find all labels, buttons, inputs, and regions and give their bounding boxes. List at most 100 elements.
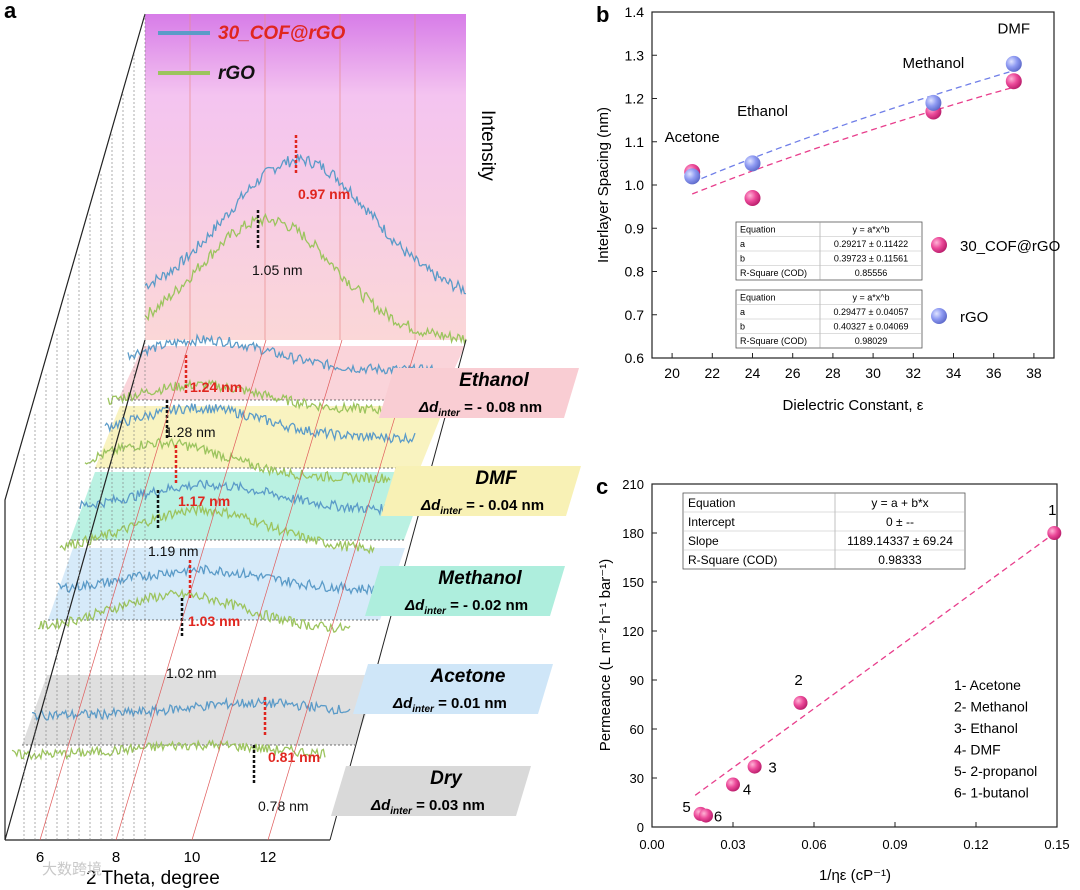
fit-table-key: b [740,254,745,264]
panel-a-letter: a [4,0,17,23]
fit-table-c: Equation y = a + b*x Intercept 0 ± -- Slope 1… [682,492,966,570]
y-tick-label-b: 1.4 [625,4,645,20]
solvent-name: Acetone [430,666,506,687]
cof-d-label: 1.24 nm [190,379,242,395]
legend-marker-cof [931,237,947,253]
data-point-b [1005,73,1022,90]
legend-marker-rgo [931,308,947,324]
y-tick-label-b: 1.0 [625,177,645,193]
trace-rgo-layer [84,437,391,485]
fit-table-c-value: 0.98333 [878,553,922,567]
delta-d-label: Δdinter = - 0.02 nm [404,597,528,617]
points-b [684,55,1022,206]
legend-item-c: 4- DMF [954,742,1001,758]
fit-curve-b-1 [691,69,1014,183]
rgo-d-label: 1.05 nm [252,262,303,278]
point-label-b: DMF [998,21,1031,38]
panel-c: c 0.00 0.03 0.06 0.09 0.12 0.15 0 30 60 90 120 150 1… [596,474,1070,884]
x-tick-label-b: 32 [906,365,922,381]
data-point-b [1005,55,1022,72]
y-tick-label-c: 210 [622,477,644,492]
rgo-d-label: 1.19 nm [148,543,199,559]
axes-c: 0.00 0.03 0.06 0.09 0.12 0.15 0 30 60 90 120 150 180… [622,477,1069,852]
fit-table-c-value: y = a + b*x [871,496,928,510]
solvent-tag [353,664,553,714]
fit-table-c-key: Intercept [688,515,735,529]
y-tick-label-c: 0 [637,820,644,835]
layer-band-2 [95,406,445,468]
fit-curve-b-0 [691,86,1014,195]
data-point-c [726,777,740,792]
layer-band-4 [48,548,405,620]
panel-b: b 20 22 24 26 28 30 32 34 36 38 0.6 0.7 0.8 0.9 1.0 1.1… [595,2,1060,414]
layer-band-3 [70,472,429,540]
y-tick-label-b: 0.7 [625,307,645,323]
y-tick-label-c: 150 [622,575,644,590]
fit-table-value: y = a*x^b [853,293,890,303]
y-tick-label-b: 1.3 [625,47,645,63]
x-tick-label-c: 0.12 [963,837,988,852]
x-tick-label-b: 34 [946,365,962,381]
plot-frame-c [651,483,1058,828]
cof-d-label: 0.97 nm [298,186,350,202]
data-point-b [925,94,942,111]
rgo-d-label: 0.78 nm [258,798,309,814]
delta-d-label: Δdinter = - 0.08 nm [418,399,542,419]
axes-b: 20 22 24 26 28 30 32 34 36 38 0.6 0.7 0.8 0.9 1.0 1.1 1.… [625,4,1042,381]
point-label-c: 1 [1048,502,1056,519]
point-label-c: 4 [743,782,751,799]
x-axis-label-a: 2 Theta, degree [86,868,220,889]
fit-lines-b [691,69,1014,195]
trace-cof-layer [31,696,351,721]
fit-table-key: Equation [740,225,776,235]
solvent-name: Ethanol [459,370,529,391]
x-axis-label-c: 1/ηε (cP⁻¹) [819,867,891,884]
x-tick-label-b: 26 [785,365,801,381]
cof-d-label: 1.17 nm [178,493,230,509]
point-label-c: 6 [714,809,722,826]
point-label-b: Acetone [665,129,720,146]
solvent-tag [379,368,579,418]
fit-table-value: 0.29217 ± 0.11422 [834,239,908,249]
point-label-b: Methanol [903,55,965,72]
x-tick-label-a: 8 [112,849,120,866]
trace-cof-layer [79,479,400,517]
x-tick-label-b: 28 [825,365,841,381]
data-point-b [744,189,761,206]
y-axis-label-b: Interlayer Spacing (nm) [595,107,612,263]
trace-rgo-layer [107,378,411,418]
point-label-c: 3 [768,760,776,777]
x-tick-label-c: 0.15 [1044,837,1069,852]
fit-table-value: 0.29477 ± 0.04057 [833,307,908,317]
trace-rgo-top [144,212,467,346]
fit-table-value: y = a*x^b [853,225,890,235]
x-tick-label-c: 0.06 [801,837,826,852]
data-point-b [684,168,701,185]
point-label-c: 5 [682,799,690,816]
x-tick-label-c: 0.09 [882,837,907,852]
fit-table-c-key: Slope [688,534,719,548]
x-tick-label-a: 12 [260,849,277,866]
cof-d-label: 0.81 nm [268,749,320,765]
data-point-c [1047,526,1062,540]
x-tick-label-b: 24 [745,365,761,381]
legend-item-c: 1- Acetone [954,677,1021,693]
angle-guide-line [39,339,191,841]
points-c: 1 2 34 5 6 [682,502,1062,826]
point-label-b: Ethanol [737,103,788,120]
y-tick-label-c: 60 [630,722,644,737]
legend-label-b-rgo: rGO [960,309,988,326]
panel-b-letter: b [596,2,609,27]
x-tick-label-b: 22 [705,365,721,381]
fit-table-key: R-Square (COD) [740,268,807,278]
x-tick-label-c: 0.00 [639,837,664,852]
delta-d-label: Δdinter = 0.01 nm [392,695,507,715]
angle-guide-line [115,339,267,841]
legend-c: 1- Acetone 2- Methanol 3- Ethanol 4- DMF 5- … [954,677,1037,801]
data-point-b [744,155,761,172]
solvent-tag [331,766,531,816]
watermark: 大数跨境 [42,860,102,878]
intensity-label: Intensity [477,110,498,181]
x-tick-label-b: 20 [664,365,680,381]
y-tick-label-b: 1.1 [625,134,645,150]
